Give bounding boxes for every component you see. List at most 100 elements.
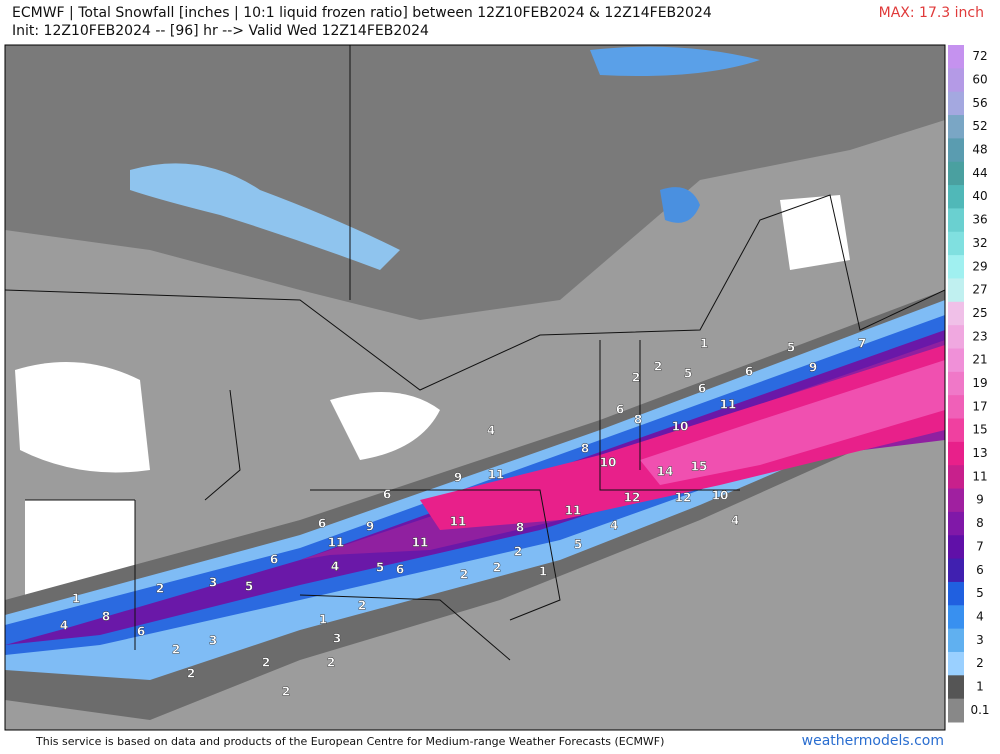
colorbar-label: 17 [972,399,987,413]
map-label: 2 [358,599,366,613]
map-label: 11 [450,515,467,529]
map-label: 12 [624,491,641,505]
colorbar-label: 23 [972,329,987,343]
colorbar-label: 4 [976,609,984,623]
colorbar-swatch [948,488,964,513]
colorbar-swatch [948,255,964,279]
map-label: 2 [156,582,164,596]
title: ECMWF | Total Snowfall [inches | 10:1 li… [12,5,712,21]
map-label: 6 [698,382,706,396]
map-label: 4 [610,519,618,533]
map-label: 4 [487,424,495,438]
colorbar-label: 6 [976,563,984,577]
colorbar-label: 2 [976,656,984,670]
map-label: 6 [318,517,326,531]
max-label: MAX: 17.3 inch [879,5,984,21]
colorbar-label: 27 [972,283,987,297]
colorbar-label: 7 [976,539,984,553]
colorbar-label: 8 [976,516,984,530]
map-label: 5 [376,561,384,575]
colorbar-swatch [948,138,964,163]
map-label: 9 [454,471,462,485]
colorbar-swatch [948,675,964,700]
colorbar-label: 5 [976,586,984,600]
map-label: 5 [245,580,253,594]
colorbar-label: 11 [972,469,987,483]
colorbar-label: 15 [972,423,987,437]
map-label: 9 [809,361,817,375]
colorbar-label: 56 [972,96,987,110]
colorbar-swatch [948,441,964,466]
map-label: 1 [700,337,708,351]
colorbar-label: 0.1 [970,703,989,717]
map-label: 1 [539,565,547,579]
colorbar-swatch [948,418,964,443]
map-label: 5 [574,538,582,552]
colorbar-label: 25 [972,306,987,320]
colorbar-label: 1 [976,679,984,693]
colorbar-swatch [948,371,964,396]
colorbar-label: 40 [972,189,987,203]
map-label: 8 [581,442,589,456]
map-label: 11 [412,536,429,550]
colorbar-label: 72 [972,49,987,63]
colorbar-swatch [948,278,964,303]
map-label: 3 [209,576,217,590]
colorbar-swatch [948,698,964,723]
map-label: 2 [172,643,180,657]
colorbar-swatch [948,465,964,490]
colorbar-swatch [948,231,964,256]
map-label: 6 [383,488,391,502]
map-label: 11 [565,504,582,518]
map-label: 4 [731,514,739,528]
colorbar-label: 36 [972,213,987,227]
colorbar-swatch [948,115,964,139]
map-label: 8 [516,521,524,535]
map-label: 5 [684,367,692,381]
map-label: 8 [102,610,110,624]
map-label: 2 [493,561,501,575]
map-label: 3 [333,632,341,646]
map-label: 10 [600,456,617,470]
map-label: 6 [745,365,753,379]
map-label: 6 [270,553,278,567]
map-label: 2 [187,667,195,681]
colorbar-label: 44 [972,166,987,180]
map-label: 2 [514,545,522,559]
colorbar-swatch [948,395,964,420]
map-label: 6 [616,403,624,417]
colorbar-label: 13 [972,446,987,460]
map-label: 2 [632,371,640,385]
map-label: 6 [137,625,145,639]
colorbar-swatch [948,558,964,583]
map-label: 11 [328,536,345,550]
colorbar-label: 60 [972,73,987,87]
map-label: 4 [60,619,68,633]
map [4,44,946,731]
colorbar-swatch [948,628,964,653]
colorbar-label: 52 [972,119,987,133]
colorbar-label: 48 [972,143,987,157]
map-label: 15 [691,460,708,474]
colorbar-swatch [948,45,964,69]
map-label: 10 [712,489,729,503]
colorbar-label: 32 [972,236,987,250]
colorbar-swatch [948,605,964,630]
colorbar-swatch [948,185,964,209]
site-link[interactable]: weathermodels.com [802,733,944,749]
map-label: 6 [396,563,404,577]
map-label: 7 [858,337,866,351]
map-label: 9 [366,520,374,534]
map-label: 2 [262,656,270,670]
colorbar-swatch [948,91,964,116]
map-label: 12 [675,491,692,505]
map-label: 8 [634,413,642,427]
colorbar-swatch [948,161,964,186]
map-label: 14 [657,465,674,479]
map-label: 10 [672,420,689,434]
colorbar-swatch [948,301,964,326]
map-label: 2 [654,360,662,374]
map-label: 4 [331,560,339,574]
colorbar-label: 29 [972,259,987,273]
